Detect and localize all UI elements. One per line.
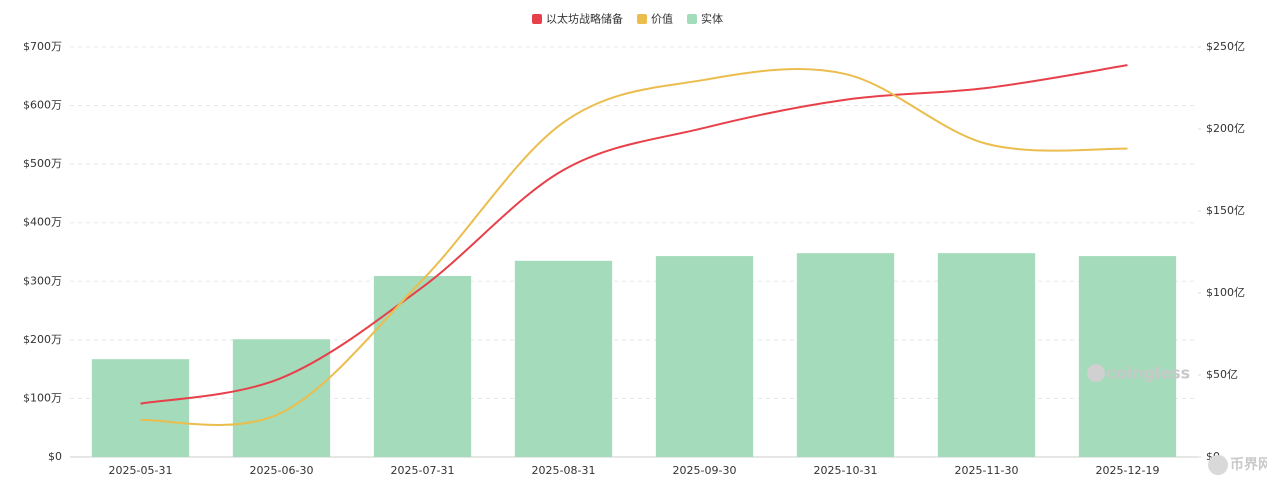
- bar: [1078, 256, 1177, 457]
- x-tick-label: 2025-10-31: [814, 464, 878, 477]
- y-tick-label: $200万: [23, 333, 62, 346]
- y-tick-label: $100万: [23, 391, 62, 404]
- logo: 币界网: [1230, 457, 1267, 473]
- x-tick-label: 2025-12-19: [1096, 464, 1160, 477]
- legend-label: 以太坊战略储备: [546, 12, 623, 26]
- x-tick-label: 2025-05-31: [109, 464, 173, 477]
- x-tick-label: 2025-08-31: [532, 464, 596, 477]
- watermark-icon: [1087, 364, 1105, 382]
- legend-swatch: [532, 14, 542, 24]
- y-tick-label: $400万: [23, 216, 62, 229]
- line: [140, 64, 1128, 405]
- y-tick-label: $600万: [23, 99, 62, 112]
- legend-label: 实体: [701, 12, 723, 26]
- x-tick-label: 2025-07-31: [391, 464, 455, 477]
- line: [140, 68, 1128, 426]
- legend-swatch: [687, 14, 697, 24]
- legend-label: 价值: [651, 13, 673, 26]
- y2-tick-label: $200亿: [1206, 122, 1245, 135]
- y-tick-label: $0: [48, 450, 62, 463]
- x-tick-label: 2025-06-30: [250, 464, 314, 477]
- legend-swatch: [637, 14, 647, 24]
- bar: [232, 339, 331, 457]
- x-tick-label: 2025-11-30: [955, 464, 1019, 477]
- y2-tick-label: $150亿: [1206, 204, 1245, 217]
- bar: [655, 256, 754, 457]
- y-tick-label: $500万: [23, 157, 62, 170]
- bar: [373, 276, 472, 457]
- y2-tick-label: $50亿: [1206, 368, 1238, 381]
- y-tick-label: $300万: [23, 274, 62, 287]
- y2-tick-label: $100亿: [1206, 286, 1245, 299]
- logo-icon: [1208, 455, 1228, 475]
- bar: [937, 253, 1036, 457]
- y2-tick-label: $250亿: [1206, 40, 1245, 53]
- y-tick-label: $700万: [23, 40, 62, 53]
- bar: [91, 359, 190, 457]
- x-tick-label: 2025-09-30: [673, 464, 737, 477]
- bar: [796, 253, 895, 457]
- bar: [514, 260, 613, 457]
- watermark: coinglass: [1106, 364, 1190, 383]
